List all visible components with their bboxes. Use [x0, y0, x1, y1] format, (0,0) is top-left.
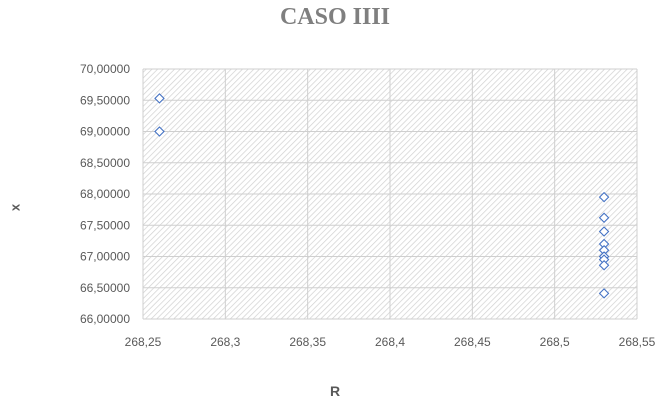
data-point — [598, 191, 610, 203]
x-axis-title: R — [329, 383, 341, 399]
data-point — [154, 126, 165, 137]
data-point — [598, 288, 610, 299]
y-tick-label: 68,00000 — [80, 187, 130, 201]
y-tick-label: 69,00000 — [80, 125, 130, 139]
x-tick-label: 268,25 — [125, 335, 162, 349]
y-tick-label: 69,50000 — [80, 93, 130, 107]
x-tick-label: 268,4 — [375, 335, 405, 349]
data-point — [154, 93, 165, 104]
chart-title: CASO IIII — [279, 4, 391, 30]
y-tick-label: 66,50000 — [80, 281, 130, 295]
x-tick-label: 268,35 — [289, 335, 326, 349]
y-tick-label: 70,00000 — [80, 62, 130, 76]
y-tick-label: 68,50000 — [80, 156, 130, 170]
y-tick-label: 67,50000 — [80, 218, 130, 232]
x-tick-label: 268,3 — [210, 335, 240, 349]
x-tick-label: 268,5 — [540, 335, 570, 349]
x-tick-label: 268,45 — [454, 335, 491, 349]
data-point — [598, 259, 610, 271]
data-point — [598, 226, 610, 237]
y-tick-label: 66,00000 — [80, 312, 130, 326]
data-point — [598, 212, 610, 224]
y-tick-label: 67,00000 — [80, 250, 130, 264]
x-tick-label: 268,55 — [619, 335, 656, 349]
